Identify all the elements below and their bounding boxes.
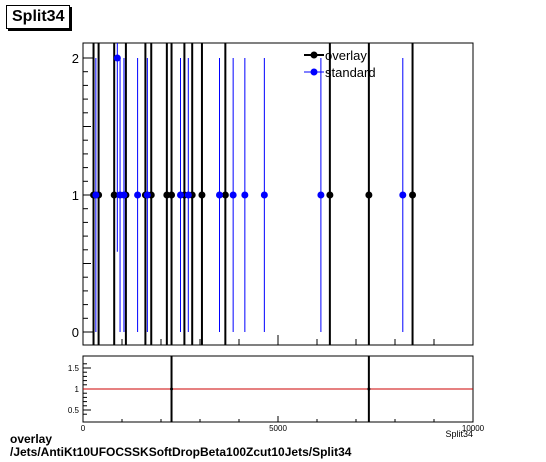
overlay-point: [326, 191, 334, 199]
ratio-y-tick-label: 1: [75, 385, 80, 394]
overlay-point: [365, 191, 373, 199]
legend-standard-marker: [310, 68, 318, 76]
ratio-y-tick-label: 0.5: [68, 406, 80, 415]
ratio-y-tick-label: 1.5: [68, 364, 80, 373]
standard-point: [143, 191, 151, 199]
series-standard: [92, 43, 407, 332]
main-series-layer: [90, 43, 417, 345]
caption: overlay /Jets/AntiKt10UFOCSSKSoftDropBet…: [10, 433, 351, 459]
ratio-point: [367, 387, 371, 391]
caption-line-1: overlay: [10, 432, 53, 446]
standard-point: [216, 191, 223, 199]
standard-point: [317, 191, 325, 199]
ratio-x-tick-label: 0: [81, 424, 86, 433]
caption-line-2: /Jets/AntiKt10UFOCSSKSoftDropBeta100Zcut…: [10, 445, 352, 459]
ratio-layer: 0.5 1 1.5 0 5000 10000: [68, 356, 485, 433]
main-y-tick-labels: 0 1 2: [72, 51, 79, 340]
standard-point: [120, 191, 128, 199]
standard-point: [241, 191, 249, 199]
standard-point: [184, 191, 192, 199]
ratio-point: [170, 387, 174, 391]
plot-title: Split34: [6, 5, 71, 29]
standard-point: [177, 191, 184, 199]
standard-point: [399, 191, 407, 199]
y-tick-label: 0: [72, 325, 79, 340]
standard-point: [134, 191, 142, 199]
y-tick-label: 1: [72, 188, 79, 203]
legend-standard-label: standard: [325, 65, 376, 80]
standard-point: [260, 191, 268, 199]
legend-overlay-label: overlay: [325, 48, 367, 63]
y-tick-label: 2: [72, 51, 79, 66]
ratio-x-axis-label: Split34: [445, 429, 473, 439]
overlay-point: [168, 191, 176, 199]
overlay-point: [110, 191, 118, 199]
legend-overlay-marker: [310, 51, 318, 59]
main-ticks: [82, 57, 474, 345]
standard-point: [229, 191, 237, 199]
overlay-point: [409, 191, 417, 199]
overlay-point: [221, 191, 229, 199]
overlay-point: [198, 191, 206, 199]
standard-point: [113, 54, 121, 62]
ratio-x-tick-label: 10000: [462, 424, 485, 433]
ratio-x-tick-label: 5000: [269, 424, 287, 433]
legend: overlay standard: [304, 48, 376, 80]
standard-point: [92, 191, 100, 199]
